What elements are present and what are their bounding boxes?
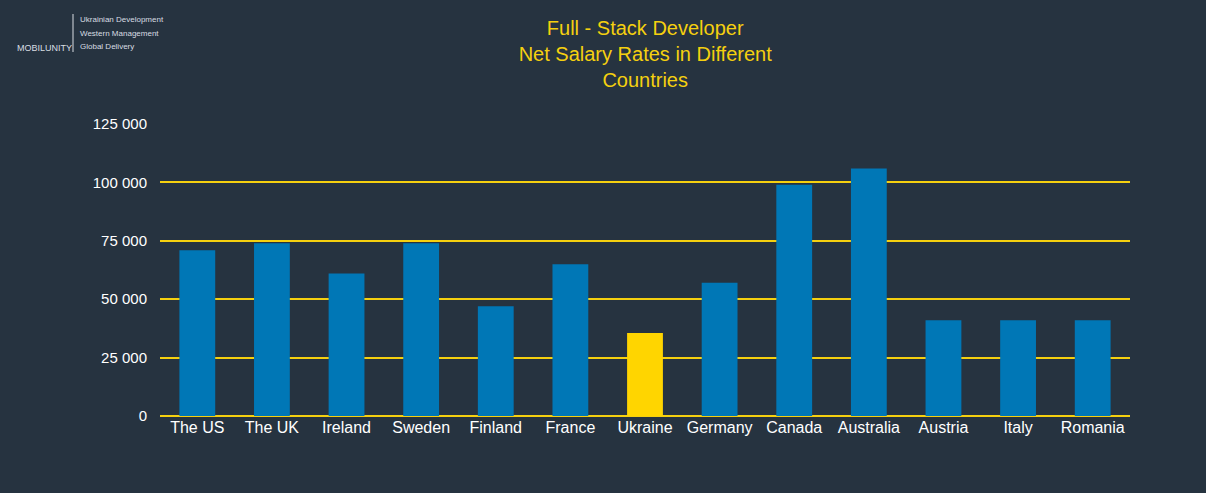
svg-text:Italy: Italy [1003, 419, 1032, 436]
svg-text:0: 0 [139, 407, 147, 424]
svg-text:France: France [545, 419, 595, 436]
svg-text:Austria: Austria [919, 419, 969, 436]
svg-text:MOBILUNITY: MOBILUNITY [17, 43, 72, 53]
svg-text:Ireland: Ireland [322, 419, 371, 436]
svg-text:Western Management: Western Management [80, 29, 159, 38]
svg-text:The US: The US [170, 419, 224, 436]
svg-text:Ukrainian Development: Ukrainian Development [80, 15, 164, 24]
svg-text:Sweden: Sweden [392, 419, 450, 436]
svg-text:Canada: Canada [766, 419, 822, 436]
svg-text:125 000: 125 000 [93, 115, 147, 132]
svg-text:Global Delivery: Global Delivery [80, 42, 134, 51]
svg-text:Finland: Finland [470, 419, 522, 436]
svg-text:75 000: 75 000 [101, 232, 147, 249]
svg-text:Romania: Romania [1061, 419, 1125, 436]
svg-text:Australia: Australia [838, 419, 900, 436]
svg-text:50 000: 50 000 [101, 290, 147, 307]
svg-text:25 000: 25 000 [101, 349, 147, 366]
svg-text:Ukraine: Ukraine [617, 419, 672, 436]
svg-text:The UK: The UK [245, 419, 300, 436]
svg-text:100 000: 100 000 [93, 174, 147, 191]
svg-text:Germany: Germany [687, 419, 753, 436]
svg-text:Full - Stack DeveloperNet Sala: Full - Stack DeveloperNet Salary Rates i… [519, 17, 773, 91]
